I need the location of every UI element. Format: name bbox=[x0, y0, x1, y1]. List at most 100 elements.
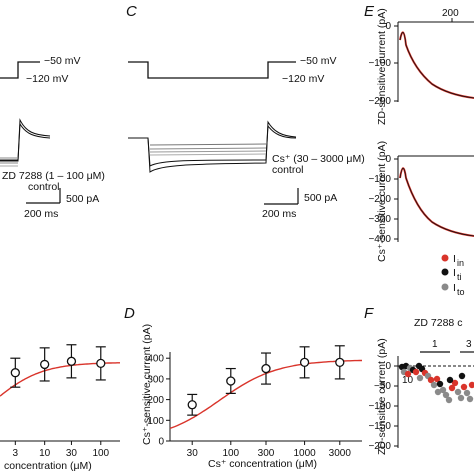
scatter-point bbox=[436, 380, 444, 388]
x-tick-label: 3000 bbox=[329, 448, 352, 459]
panel-e-bottom-ytick-0: 0 bbox=[385, 154, 391, 165]
panel-e-ylabel-top: ZD-sensitive current (pA) bbox=[376, 8, 388, 125]
panel-e-top-trace bbox=[399, 31, 474, 99]
legend-marker-in bbox=[441, 254, 449, 262]
panel-f-ylabel: ZD-sensitive current (pA) bbox=[376, 338, 388, 455]
panel-e-top-ytick-0: 0 bbox=[385, 21, 391, 32]
scatter-point bbox=[430, 381, 438, 389]
scatter-point bbox=[463, 389, 471, 397]
panel-c-current-traces bbox=[128, 120, 297, 173]
legend-label-to: I bbox=[453, 282, 456, 294]
panel-e-bottom-ytick-2: −200 bbox=[368, 194, 391, 205]
scatter-point bbox=[404, 370, 412, 378]
panel-b-voltage-protocol bbox=[0, 61, 40, 79]
panel-e-top-ytick-2: −200 bbox=[368, 96, 391, 107]
x-tick-label: 10 bbox=[39, 448, 51, 459]
panel-c-scale-time: 200 ms bbox=[262, 208, 296, 220]
panel-c-drug-label: Cs⁺ (30 – 3000 μM) bbox=[272, 153, 365, 165]
legend-marker-to bbox=[441, 283, 449, 291]
panel-c-label: C bbox=[126, 3, 137, 20]
scatter-point bbox=[468, 381, 474, 389]
legend-sub-ti: ti bbox=[457, 272, 462, 282]
panel-e-bottom-trace-fit bbox=[399, 167, 474, 237]
panel-e-legend: I in I ti I to bbox=[441, 253, 465, 297]
panel-b-voltage-top: −50 mV bbox=[44, 55, 80, 67]
legend-sub-in: in bbox=[457, 258, 464, 268]
panel-f-ytick-0: 0 bbox=[385, 361, 391, 372]
data-point bbox=[261, 363, 271, 374]
panel-c-scale-bar bbox=[264, 188, 299, 205]
data-point bbox=[40, 359, 50, 370]
data-point bbox=[66, 356, 77, 366]
panel-e-ylabel-bottom: Cs⁺-sensitive current (pA) bbox=[376, 141, 388, 262]
data-point bbox=[299, 357, 310, 367]
scatter-point bbox=[457, 394, 465, 402]
panel-b-scale-time: 200 ms bbox=[24, 208, 58, 220]
panel-e-bottom-ytick-3: −300 bbox=[368, 214, 391, 225]
data-point bbox=[226, 376, 236, 386]
scatter-point bbox=[454, 388, 462, 396]
panel-e-label: E bbox=[364, 3, 375, 20]
panel-c-scale-current: 500 pA bbox=[304, 192, 337, 204]
panel-e-bottom-ytick-1: −100 bbox=[368, 174, 391, 185]
panel-f-label: F bbox=[364, 305, 374, 322]
panel-c-control-label: control bbox=[272, 164, 304, 176]
x-tick-label: 30 bbox=[187, 448, 199, 459]
panel-b-current-traces bbox=[0, 118, 51, 167]
chart-b-dose-response: 3 10 30 100 bbox=[0, 344, 120, 459]
panel-e-bottom-axis bbox=[394, 155, 474, 242]
scatter-point bbox=[442, 391, 450, 399]
panel-f-conc-1: 1 bbox=[432, 339, 438, 350]
panel-e-top-axis bbox=[394, 18, 474, 102]
panel-f-ytick-4: −200 bbox=[368, 441, 391, 452]
panel-b-scale-bar bbox=[26, 188, 61, 204]
panel-f-ytick-3: −150 bbox=[368, 421, 391, 432]
scatter-point bbox=[427, 376, 435, 384]
scatter-point bbox=[416, 374, 424, 382]
legend-sub-to: to bbox=[457, 287, 465, 297]
y-tick-label: 400 bbox=[147, 354, 164, 365]
scatter-point bbox=[445, 396, 453, 404]
x-tick-label: 1000 bbox=[293, 448, 316, 459]
panel-b-control-label: control bbox=[28, 181, 60, 193]
panel-e-top-trace-fit bbox=[399, 31, 474, 99]
scatter-point bbox=[458, 372, 466, 380]
y-tick-label: 200 bbox=[147, 395, 164, 406]
scatter-point bbox=[466, 395, 474, 403]
y-tick-label: 100 bbox=[147, 416, 164, 427]
chart-d-xlabel: Cs⁺ concentration (μM) bbox=[208, 458, 317, 470]
chart-b-xlabel: concentration (μM) bbox=[4, 460, 92, 472]
chart-d-dose-response: 30 100 300 1000 3000 0 100 200 300 400 bbox=[147, 345, 362, 459]
panel-f-data-points bbox=[398, 362, 474, 404]
panel-d-label: D bbox=[124, 305, 135, 322]
x-tick-label: 100 bbox=[222, 448, 239, 459]
y-tick-label: 0 bbox=[158, 437, 164, 448]
panel-f-ytick-2: −100 bbox=[368, 401, 391, 412]
x-tick-label: 100 bbox=[92, 448, 109, 459]
panel-b-voltage-bottom: −120 mV bbox=[26, 73, 68, 85]
scatter-point bbox=[448, 384, 456, 392]
panel-b-drug-label: ZD 7288 (1 – 100 μM) bbox=[2, 170, 105, 182]
x-tick-label: 3 bbox=[13, 448, 19, 459]
data-point bbox=[10, 368, 20, 378]
scatter-point bbox=[433, 375, 441, 383]
x-tick-label: 300 bbox=[258, 448, 275, 459]
scatter-point bbox=[434, 388, 442, 396]
panel-e-top-ytick-1: −100 bbox=[368, 58, 391, 69]
data-point bbox=[335, 357, 345, 367]
chart-d-ylabel: Cs⁺-sensitive current (pA) bbox=[141, 324, 153, 445]
panel-e-bottom-ytick-4: −400 bbox=[368, 234, 391, 245]
panel-e-bottom-trace bbox=[399, 167, 474, 237]
legend-label-in: I bbox=[453, 253, 456, 265]
scatter-point bbox=[451, 379, 459, 387]
scatter-point bbox=[439, 386, 447, 394]
panel-f-title: ZD 7288 c bbox=[414, 317, 462, 329]
scatter-point bbox=[460, 383, 468, 391]
y-tick-label: 300 bbox=[147, 374, 164, 385]
panel-e-xtick: 200 bbox=[442, 8, 459, 19]
data-point bbox=[187, 400, 197, 410]
panel-c-voltage-protocol bbox=[128, 61, 296, 79]
panel-f-ytick-1: −50 bbox=[374, 381, 391, 392]
legend-marker-ti bbox=[441, 268, 449, 276]
